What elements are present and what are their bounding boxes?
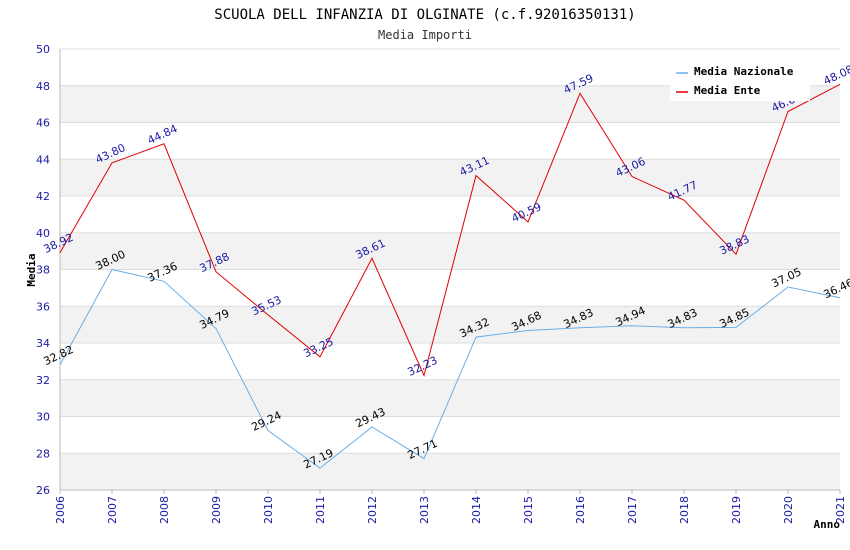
- plot-band: [60, 196, 840, 233]
- y-tick-labels: 26 28 30 32 34 36 38 40 42 44 46 48 50: [36, 43, 50, 497]
- legend-box: [670, 59, 810, 101]
- y-tick-label: 42: [36, 190, 50, 203]
- plot-band: [60, 343, 840, 380]
- y-tick-label: 46: [36, 117, 50, 130]
- y-tick-label: 48: [36, 80, 50, 93]
- y-tick-label: 50: [36, 43, 50, 56]
- x-tick-label: 2011: [314, 496, 327, 524]
- x-tick-label: 2019: [730, 496, 743, 524]
- x-tick-label: 2016: [574, 496, 587, 524]
- legend: Media Nazionale Media Ente: [670, 59, 810, 101]
- x-tick-label: 2015: [522, 496, 535, 524]
- y-tick-label: 38: [36, 264, 50, 277]
- series-line-media-ente: [59, 83, 841, 378]
- x-tick-labels: 2006 2007 2008 2009 2010 2011 2012 2013 2014 2015…: [54, 490, 847, 524]
- chart-title: SCUOLA DELL INFANZIA DI OLGINATE (c.f.92…: [214, 7, 635, 23]
- series-line-media-nazionale: [59, 268, 841, 469]
- y-tick-label: 26: [36, 484, 50, 497]
- y-tick-label: 34: [36, 337, 50, 350]
- series-lines: [59, 83, 841, 469]
- x-tick-label: 2008: [158, 496, 171, 524]
- y-tick-label: 36: [36, 300, 50, 313]
- x-tick-label: 2014: [470, 496, 483, 524]
- x-tick-label: 2013: [418, 496, 431, 524]
- plot-band: [60, 453, 840, 490]
- y-tick-label: 28: [36, 447, 50, 460]
- x-axis-label: Anno: [814, 518, 841, 531]
- x-tick-label: 2020: [782, 496, 795, 524]
- x-tick-label: 2012: [366, 496, 379, 524]
- plot-band: [60, 232, 840, 270]
- x-tick-label: 2009: [210, 496, 223, 524]
- plot-band: [60, 122, 840, 160]
- y-tick-label: 32: [36, 374, 50, 387]
- legend-label-media-nazionale: Media Nazionale: [694, 65, 794, 78]
- plot-bands: [60, 49, 840, 490]
- chart-subtitle: Media Importi: [378, 28, 472, 42]
- plot-band: [60, 159, 840, 196]
- x-tick-label: 2007: [106, 496, 119, 524]
- x-tick-label: 2006: [54, 496, 67, 524]
- plot-band: [60, 306, 840, 343]
- plot-band: [60, 416, 840, 454]
- y-tick-label: 44: [36, 153, 50, 166]
- x-tick-label: 2018: [678, 496, 691, 524]
- x-tick-label: 2010: [262, 496, 275, 524]
- y-tick-label: 40: [36, 227, 50, 240]
- y-tick-label: 30: [36, 411, 50, 424]
- y-axis-label: Media: [25, 253, 38, 286]
- legend-label-media-ente: Media Ente: [694, 84, 761, 97]
- x-tick-label: 2017: [626, 496, 639, 524]
- x-tick-label: 2021: [834, 496, 847, 524]
